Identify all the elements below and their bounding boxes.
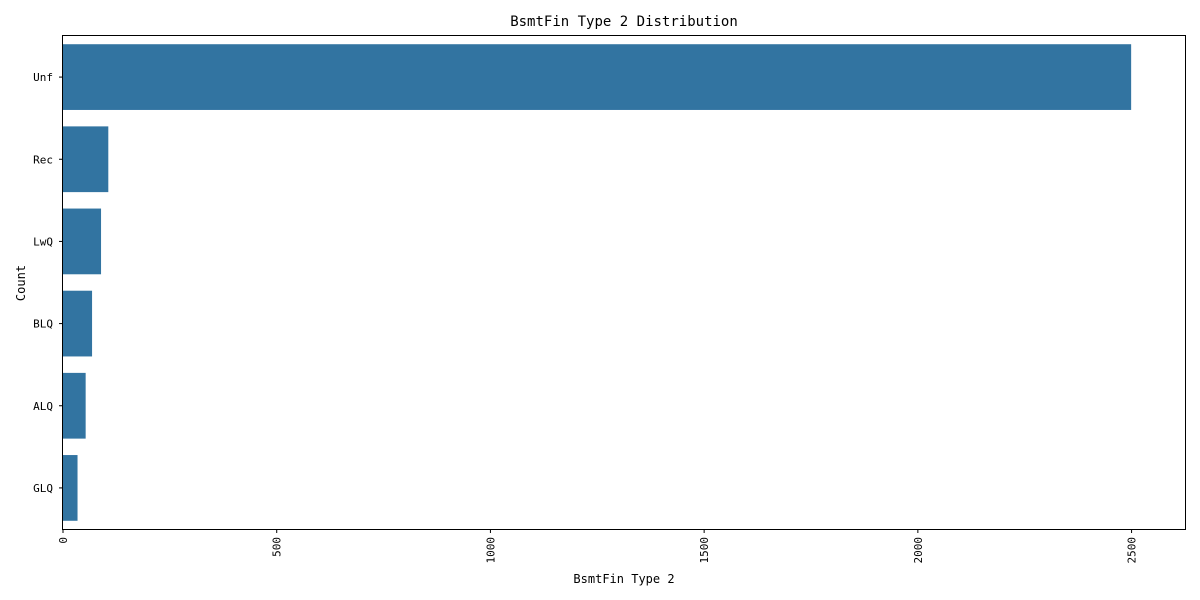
x-tick-label: 1000: [484, 537, 497, 564]
bar-lwq: [63, 208, 102, 275]
y-tick-label: GLQ: [33, 482, 53, 495]
plot-frame: [62, 35, 1186, 530]
x-tick-label: 2500: [1126, 537, 1139, 564]
y-tick-label: ALQ: [33, 400, 53, 413]
x-tick-label: 1500: [698, 537, 711, 564]
bars-layer: [63, 44, 1132, 521]
chart-title: BsmtFin Type 2 Distribution: [510, 14, 738, 30]
y-axis-label: Count: [14, 265, 28, 301]
x-tick-label: 2000: [912, 537, 925, 564]
bar-alq: [63, 372, 86, 439]
x-tick-label: 0: [57, 537, 70, 544]
bar-rec: [63, 126, 109, 193]
x-axis-label: BsmtFin Type 2: [573, 572, 674, 586]
y-tick-label: LwQ: [33, 235, 53, 248]
x-tick-label: 500: [271, 537, 284, 557]
y-tick-label: Unf: [33, 71, 53, 84]
y-tick-label: Rec: [33, 153, 53, 166]
x-ticks: 0 500 1000 1500 2000 2500: [57, 529, 1139, 564]
y-tick-label: BLQ: [33, 318, 53, 331]
bar-blq: [63, 290, 93, 357]
bar-glq: [63, 455, 78, 521]
y-ticks: Unf Rec LwQ BLQ ALQ GLQ: [33, 71, 63, 495]
bar-unf: [63, 44, 1132, 110]
